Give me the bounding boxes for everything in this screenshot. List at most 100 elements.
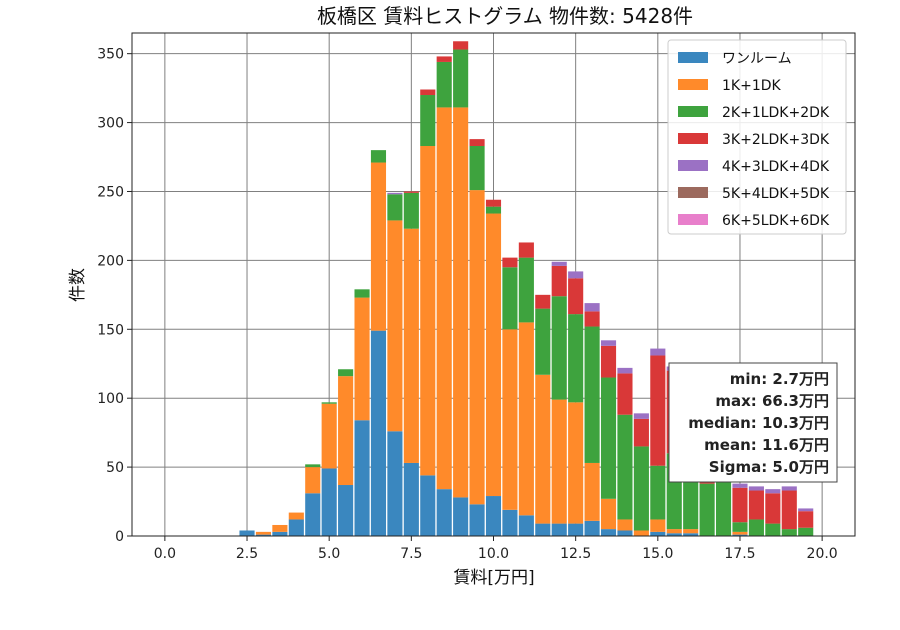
histogram-bar — [420, 89, 436, 96]
y-tick-label: 300 — [97, 116, 124, 132]
legend-swatch — [678, 187, 708, 198]
histogram-bar — [272, 524, 288, 532]
histogram-bar — [617, 519, 633, 531]
histogram-bar — [469, 190, 485, 505]
histogram-bar — [354, 289, 370, 298]
legend-label: 4K+3LDK+4DK — [722, 159, 830, 175]
histogram-bar — [436, 61, 452, 108]
histogram-bar — [732, 483, 748, 488]
y-tick-label: 100 — [97, 391, 124, 407]
histogram-bar — [436, 107, 452, 490]
histogram-bar — [535, 523, 551, 536]
histogram-bar — [666, 533, 682, 536]
histogram-bar — [798, 527, 814, 536]
legend-swatch — [678, 106, 708, 117]
histogram-bar — [600, 340, 617, 346]
histogram-bar — [568, 314, 584, 403]
histogram-bar — [781, 486, 797, 491]
histogram-bar — [732, 534, 748, 536]
histogram-bar — [338, 485, 354, 536]
histogram-bar — [650, 531, 666, 536]
histogram-bar — [453, 49, 469, 108]
histogram-bar — [584, 303, 600, 312]
histogram-bar — [485, 206, 502, 214]
x-tick-label: 7.5 — [400, 546, 422, 562]
histogram-bar — [370, 330, 387, 536]
histogram-bar — [305, 493, 321, 536]
histogram-bar — [551, 523, 567, 536]
histogram-bar — [502, 509, 518, 536]
histogram-bar — [765, 489, 781, 494]
histogram-bar — [535, 294, 551, 309]
histogram-bar — [485, 199, 502, 207]
histogram-bar — [617, 530, 633, 536]
histogram-bar — [485, 496, 502, 536]
histogram-bar — [650, 355, 666, 466]
y-tick-label: 350 — [97, 47, 124, 63]
stats-line: mean: 11.6万円 — [704, 436, 829, 454]
histogram-bar — [403, 191, 419, 193]
histogram-bar — [387, 220, 403, 432]
histogram-bar — [420, 95, 436, 147]
y-axis-label: 件数 — [68, 268, 88, 302]
y-tick-label: 0 — [115, 529, 124, 545]
histogram-bar — [551, 265, 567, 297]
histogram-bar — [584, 326, 600, 463]
histogram-bar — [617, 367, 633, 374]
histogram-bar — [650, 348, 666, 356]
x-tick-label: 12.5 — [560, 546, 591, 562]
legend-swatch — [678, 52, 708, 63]
histogram-bar — [633, 413, 649, 419]
histogram-bar — [453, 41, 469, 50]
histogram-bar — [650, 465, 666, 520]
histogram-bar — [518, 515, 534, 536]
histogram-bar — [469, 139, 485, 147]
histogram-bar — [535, 374, 551, 524]
histogram-bar — [748, 519, 764, 536]
x-axis-ticks: 0.0 2.5 5.0 7.5 10.0 12.5 15.0 17.5 20.0 — [154, 536, 838, 562]
histogram-bar — [485, 213, 502, 497]
stats-line: min: 2.7万円 — [730, 370, 829, 388]
histogram-bar — [798, 511, 814, 528]
histogram-bar — [568, 402, 584, 524]
histogram-bar — [518, 322, 534, 516]
histogram-bar — [551, 261, 567, 266]
histogram-bar — [420, 146, 436, 476]
histogram-bar — [502, 257, 518, 268]
legend-swatch — [678, 133, 708, 144]
histogram-bar — [502, 267, 518, 330]
y-tick-label: 150 — [97, 322, 124, 338]
legend-box — [667, 39, 847, 235]
histogram-bar — [338, 369, 354, 377]
histogram-bar — [568, 523, 584, 536]
x-tick-label: 0.0 — [154, 546, 176, 562]
histogram-bar — [633, 530, 649, 536]
histogram-bar — [617, 373, 633, 415]
x-tick-label: 20.0 — [807, 546, 838, 562]
stats-box: min: 2.7万円 max: 66.3万円 median: 10.3万円 mean:… — [668, 362, 838, 483]
legend-label: 2K+1LDK+2DK — [722, 105, 830, 121]
histogram-bar — [305, 467, 321, 494]
stats-line: median: 10.3万円 — [688, 414, 829, 432]
histogram-bar — [387, 192, 403, 195]
histogram-bar — [321, 403, 337, 469]
histogram-bar — [600, 498, 617, 530]
histogram-bar — [354, 297, 370, 421]
histogram-bar — [469, 504, 485, 536]
histogram-bar — [387, 194, 403, 221]
histogram-bar — [288, 519, 304, 536]
histogram-bar — [732, 522, 748, 532]
x-tick-label: 15.0 — [642, 546, 673, 562]
histogram-bar — [436, 56, 452, 62]
legend: ワンルーム 1K+1DK 2K+1LDK+2DK 3K+2LDK+3DK 4K+3LDK… — [667, 39, 847, 235]
stats-box-frame — [668, 362, 838, 483]
x-tick-label: 17.5 — [724, 546, 755, 562]
histogram-bar — [436, 489, 452, 536]
histogram-bar — [765, 523, 781, 536]
histogram-bar — [502, 329, 518, 510]
histogram-bar — [650, 519, 666, 532]
histogram-bar — [683, 529, 699, 534]
y-tick-label: 50 — [106, 460, 124, 476]
histogram-bar — [748, 490, 764, 520]
histogram-bar — [600, 377, 617, 499]
